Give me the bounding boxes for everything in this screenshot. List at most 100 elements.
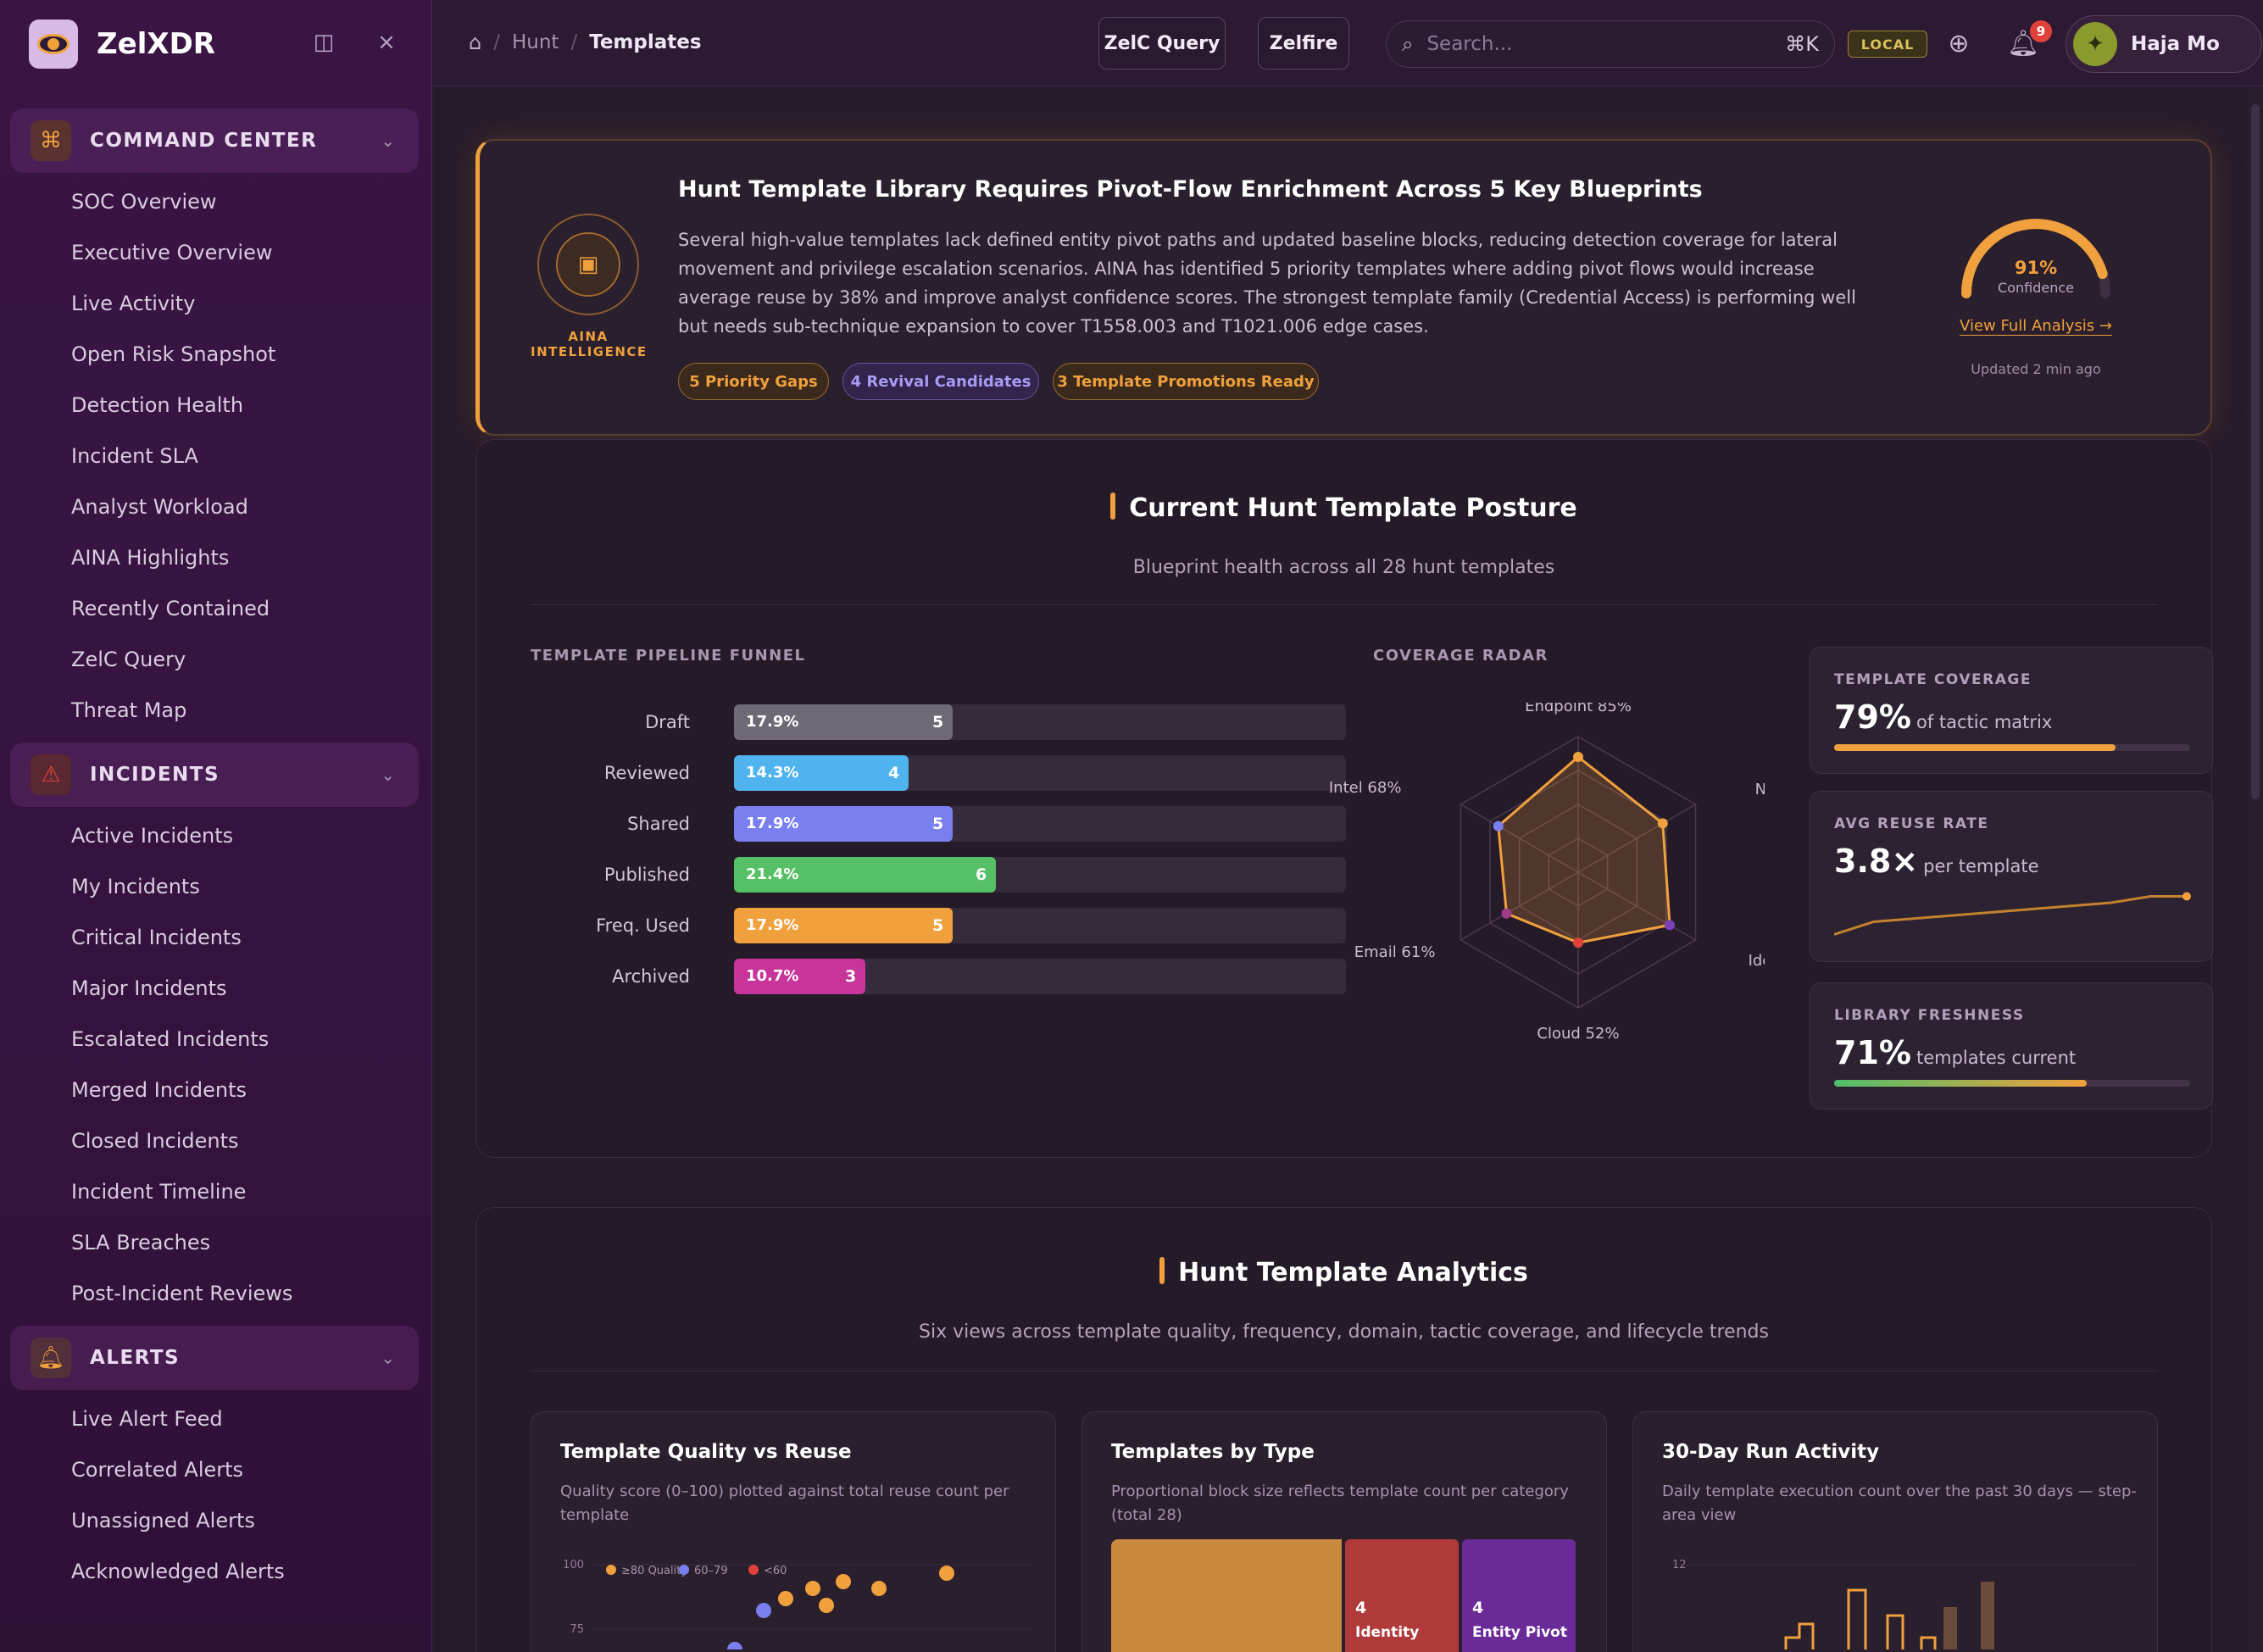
sidebar-item-closed-incidents[interactable]: Closed Incidents <box>71 1129 239 1153</box>
radar-point <box>1573 937 1583 948</box>
zelc-query-button[interactable]: ZelC Query <box>1098 17 1226 70</box>
funnel-pct-label: 14.3% <box>746 764 799 782</box>
sidebar-item-acknowledged-alerts[interactable]: Acknowledged Alerts <box>71 1560 285 1583</box>
treemap-block[interactable] <box>1111 1539 1342 1652</box>
sidebar-item-sla-breaches[interactable]: SLA Breaches <box>71 1231 211 1254</box>
quality-vs-reuse-card: Template Quality vs Reuse Quality score … <box>531 1411 1056 1652</box>
sidebar-item-critical-incidents[interactable]: Critical Incidents <box>71 926 242 949</box>
pill-revival-candidates[interactable]: 4 Revival Candidates <box>842 363 1039 400</box>
add-icon[interactable]: ⊕ <box>1948 29 1970 58</box>
treemap-block-entity-pivot[interactable]: 4 Entity Pivot <box>1462 1539 1576 1652</box>
radar-axis-label: Cloud 52% <box>1537 1025 1619 1043</box>
funnel-count-label: 6 <box>976 865 987 884</box>
sidebar-item-detection-health[interactable]: Detection Health <box>71 393 244 417</box>
aina-emblem-icon: ▣ <box>537 214 639 315</box>
radar-point <box>1493 820 1504 832</box>
aina-title: Hunt Template Library Requires Pivot-Flo… <box>678 176 1703 203</box>
search-input[interactable]: Search... <box>1426 33 1513 55</box>
breadcrumb: ⌂ / Hunt / Templates <box>469 31 702 54</box>
radar-axis <box>1577 871 1696 941</box>
kpi-value: 71% templates current <box>1834 1034 2077 1071</box>
notification-badge: 9 <box>2030 20 2052 42</box>
sidebar-toggle-icon[interactable]: ◫ <box>313 30 335 55</box>
kpi-label: LIBRARY FRESHNESS <box>1834 1007 2025 1024</box>
radar-axis-label: Identity 78% <box>1749 952 1765 970</box>
sidebar-item-major-incidents[interactable]: Major Incidents <box>71 976 227 1000</box>
home-icon[interactable]: ⌂ <box>469 31 482 54</box>
sidebar-item-incident-timeline[interactable]: Incident Timeline <box>71 1180 247 1204</box>
funnel-row[interactable]: Shared 17.9% 5 <box>531 806 1819 842</box>
search-icon: ⌕ <box>1402 32 1414 56</box>
funnel-row[interactable]: Freq. Used 17.9% 5 <box>531 908 1819 943</box>
treemap-block-identity[interactable]: 4 Identity <box>1345 1539 1459 1652</box>
sidebar-item-open-risk-snapshot[interactable]: Open Risk Snapshot <box>71 342 276 366</box>
sidebar-item-zelc-query[interactable]: ZelC Query <box>71 648 186 671</box>
chevron-down-icon: ⌄ <box>381 1348 395 1368</box>
step-area <box>1981 1582 1994 1649</box>
funnel-pct-label: 10.7% <box>746 967 799 985</box>
funnel-row[interactable]: Reviewed 14.3% 4 <box>531 755 1819 791</box>
collapse-icon[interactable]: ⨯ <box>377 30 396 55</box>
sidebar-item-live-activity[interactable]: Live Activity <box>71 292 196 315</box>
group-label: COMMAND CENTER <box>90 130 318 152</box>
pill-priority-gaps[interactable]: 5 Priority Gaps <box>678 363 829 400</box>
funnel-bar <box>734 959 865 994</box>
scatter-point <box>727 1642 742 1649</box>
sidebar-item-escalated-incidents[interactable]: Escalated Incidents <box>71 1027 270 1051</box>
user-menu[interactable]: ✦ Haja Mo <box>2066 15 2262 73</box>
warning-icon: ⚠ <box>31 754 71 795</box>
step-y-tick: 12 <box>1672 1559 1687 1571</box>
radar-point <box>1657 818 1668 829</box>
sidebar-item-threat-map[interactable]: Threat Map <box>71 698 187 722</box>
funnel-row[interactable]: Draft 17.9% 5 <box>531 704 1819 740</box>
sidebar-item-merged-incidents[interactable]: Merged Incidents <box>71 1078 247 1102</box>
sidebar: ZelXDR ◫ ⨯ ⌘ COMMAND CENTER ⌄ SOC Overvi… <box>0 0 432 1652</box>
sidebar-item-executive-overview[interactable]: Executive Overview <box>71 241 273 264</box>
radar-label: COVERAGE RADAR <box>1373 647 1549 665</box>
group-label: INCIDENTS <box>90 764 220 786</box>
scatter-legend-label: <60 <box>764 1565 787 1577</box>
reuse-sparkline <box>1834 892 2191 936</box>
funnel-count-label: 5 <box>932 713 944 731</box>
funnel-bar <box>734 806 953 842</box>
sidebar-item-my-incidents[interactable]: My Incidents <box>71 875 200 898</box>
sidebar-item-active-incidents[interactable]: Active Incidents <box>71 824 234 848</box>
brand[interactable]: ZelXDR <box>29 17 215 71</box>
scatter-y-tick: 75 <box>570 1623 584 1636</box>
sidebar-item-soc-overview[interactable]: SOC Overview <box>71 190 217 214</box>
posture-title: Current Hunt Template Posture <box>476 492 2211 523</box>
kpi-library-freshness: LIBRARY FRESHNESS 71% templates current <box>1810 982 2213 1110</box>
search-shortcut: ⌘K <box>1785 32 1819 56</box>
sidebar-item-recently-contained[interactable]: Recently Contained <box>71 597 270 620</box>
radar-point <box>1573 752 1583 762</box>
group-alerts[interactable]: 🔔︎ ALERTS ⌄ <box>10 1326 419 1390</box>
funnel-row[interactable]: Archived 10.7% 3 <box>531 959 1819 994</box>
sidebar-item-unassigned-alerts[interactable]: Unassigned Alerts <box>71 1509 255 1532</box>
sidebar-item-analyst-workload[interactable]: Analyst Workload <box>71 495 248 519</box>
card-title: Template Quality vs Reuse <box>560 1441 852 1463</box>
radar-point <box>1501 908 1512 919</box>
search-bar[interactable]: ⌕ Search... ⌘K <box>1386 20 1835 68</box>
run-activity-card: 30-Day Run Activity Daily template execu… <box>1632 1411 2158 1652</box>
group-command-center[interactable]: ⌘ COMMAND CENTER ⌄ <box>10 108 419 173</box>
sparkline-line <box>1834 895 2190 936</box>
breadcrumb-hunt[interactable]: Hunt <box>511 31 559 53</box>
group-incidents[interactable]: ⚠ INCIDENTS ⌄ <box>10 743 419 807</box>
pill-template-promotions[interactable]: 3 Template Promotions Ready <box>1053 363 1319 400</box>
zelfire-button[interactable]: Zelfire <box>1258 17 1349 70</box>
funnel-label: TEMPLATE PIPELINE FUNNEL <box>531 647 806 665</box>
card-desc: Proportional block size reflects templat… <box>1111 1482 1569 1524</box>
sidebar-item-live-alert-feed[interactable]: Live Alert Feed <box>71 1407 223 1431</box>
sidebar-item-incident-sla[interactable]: Incident SLA <box>71 444 198 468</box>
funnel-row[interactable]: Published 21.4% 6 <box>531 857 1819 893</box>
scatter-point <box>819 1598 834 1613</box>
sidebar-item-aina-highlights[interactable]: AINA Highlights <box>71 546 230 570</box>
sidebar-item-post-incident-reviews[interactable]: Post-Incident Reviews <box>71 1282 293 1305</box>
sidebar-item-correlated-alerts[interactable]: Correlated Alerts <box>71 1458 244 1482</box>
kpi-template-coverage: TEMPLATE COVERAGE 79% of tactic matrix <box>1810 647 2213 774</box>
aina-tag: AINA INTELLIGENCE <box>531 329 648 359</box>
view-full-analysis-link[interactable]: View Full Analysis → <box>1960 317 2112 335</box>
confidence-label: Confidence <box>1998 280 2074 296</box>
scatter-point <box>836 1574 851 1589</box>
scrollbar[interactable] <box>2248 87 2263 1652</box>
